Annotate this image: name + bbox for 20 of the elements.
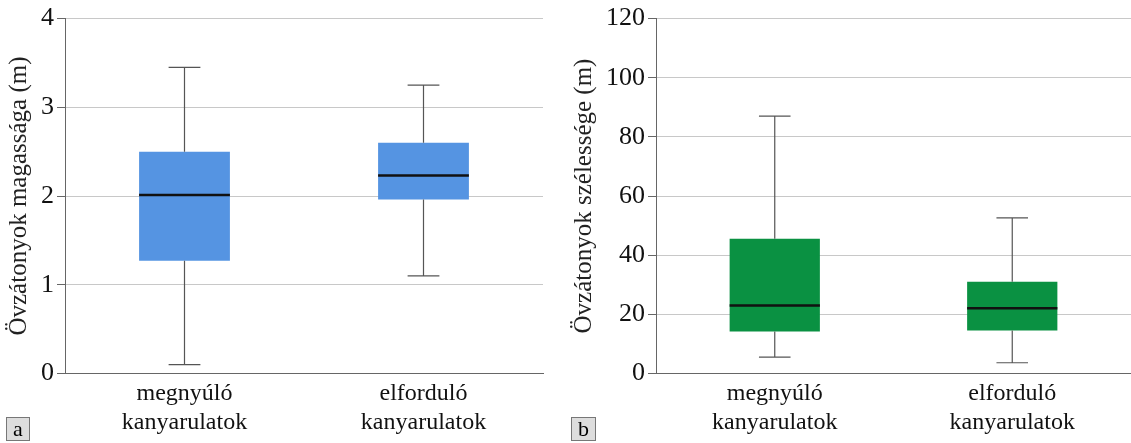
x-tick-label: elforduló kanyarulatok bbox=[360, 379, 487, 434]
y-tick-label: 0 bbox=[632, 357, 645, 387]
x-tick-label: megnyúló kanyarulatok bbox=[712, 379, 838, 434]
text: a bbox=[6, 416, 30, 441]
y-tick-label: 2 bbox=[41, 179, 54, 209]
y-tick-label: 4 bbox=[41, 2, 54, 32]
y-tick-label: 0 bbox=[41, 357, 54, 387]
y-tick-label: 40 bbox=[619, 238, 645, 268]
text: b bbox=[571, 416, 596, 441]
y-axis-title: Övzátonyok szélessége (m) bbox=[568, 58, 597, 334]
y-axis-title: Övzátonyok magassága (m) bbox=[3, 56, 32, 336]
x-tick-label: elforduló kanyarulatok bbox=[949, 379, 1075, 434]
x-tick-label: megnyúló kanyarulatok bbox=[121, 379, 248, 434]
y-tick-label: 80 bbox=[619, 120, 645, 150]
y-tick-label: 1 bbox=[41, 268, 54, 298]
y-tick-label: 60 bbox=[619, 179, 645, 209]
y-tick-label: 120 bbox=[606, 2, 645, 32]
y-tick-label: 20 bbox=[619, 298, 645, 328]
y-tick-label: 3 bbox=[41, 91, 54, 121]
y-tick-label: 100 bbox=[606, 61, 645, 91]
